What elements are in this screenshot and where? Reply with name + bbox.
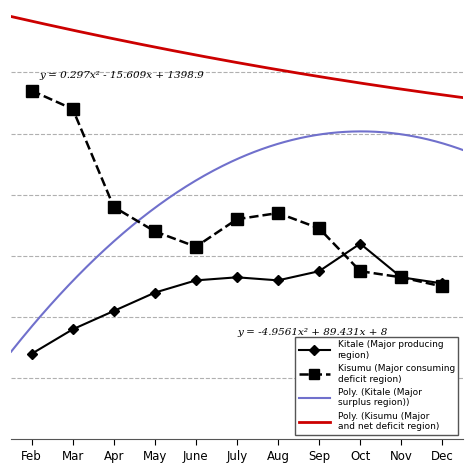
- Legend: Kitale (Major producing
region), Kisumu (Major consuming
deficit region), Poly. : Kitale (Major producing region), Kisumu …: [295, 337, 458, 435]
- Text: y = 0.297x² - 15.609x + 1398.9: y = 0.297x² - 15.609x + 1398.9: [40, 72, 205, 81]
- Text: y = -4.9561x² + 89.431x + 8: y = -4.9561x² + 89.431x + 8: [237, 328, 387, 337]
